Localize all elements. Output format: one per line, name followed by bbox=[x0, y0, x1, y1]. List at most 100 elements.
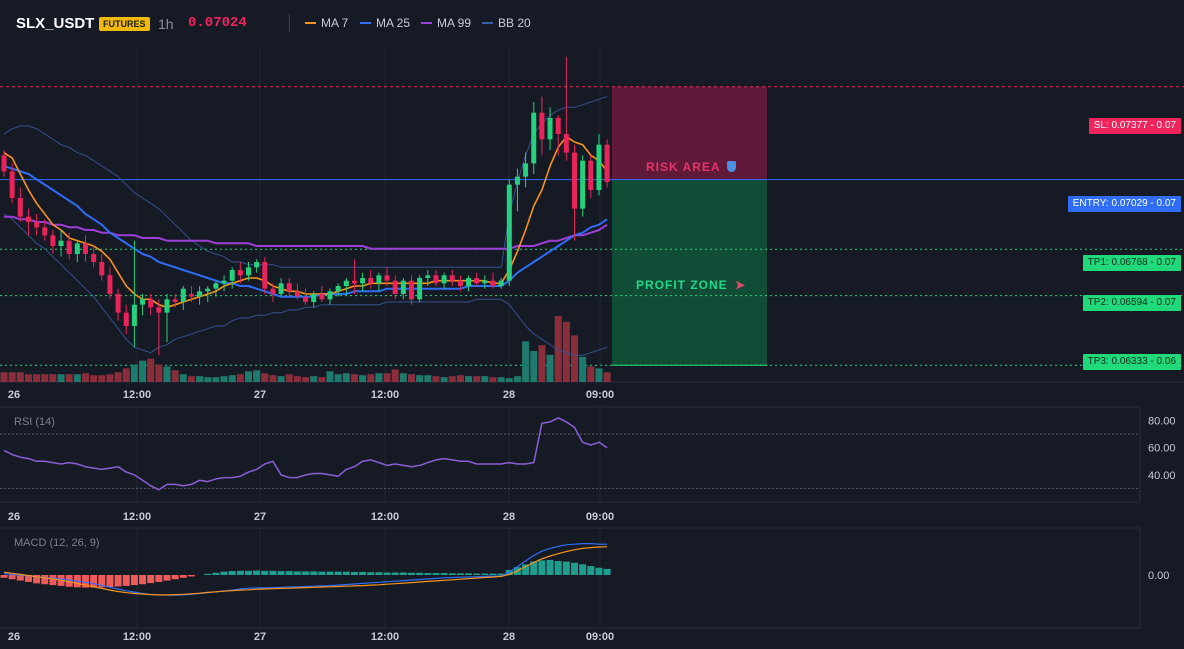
volume-bar bbox=[73, 374, 81, 382]
macd-hist-bar bbox=[359, 571, 367, 575]
volume-bar bbox=[0, 372, 8, 382]
time-axis-label: 12:00 bbox=[123, 511, 151, 523]
volume-bar bbox=[204, 377, 212, 382]
sl-price-tag[interactable]: SL: 0.07377 - 0.07 bbox=[1088, 118, 1181, 134]
macd-hist-bar bbox=[562, 561, 570, 575]
macd-hist-bar bbox=[571, 562, 578, 575]
tp2-label: TP2: 0.06594 bbox=[1087, 297, 1148, 308]
legend-ma25-label: MA 25 bbox=[376, 16, 411, 30]
volume-bar bbox=[473, 376, 481, 382]
candle-body bbox=[140, 299, 146, 305]
trade-zones bbox=[612, 86, 767, 366]
tp1-price-tag[interactable]: TP1: 0.06768 - 0.07 bbox=[1082, 255, 1181, 271]
macd-hist-bar bbox=[546, 559, 554, 575]
macd-hist-bar bbox=[367, 572, 375, 575]
macd-hist-bar bbox=[497, 573, 505, 575]
volume-bar bbox=[114, 372, 122, 382]
candle-body bbox=[303, 296, 309, 302]
macd-hist-bar bbox=[114, 575, 122, 587]
volume-bar bbox=[98, 375, 106, 382]
candle-body bbox=[246, 267, 251, 276]
time-axis-label: 09:00 bbox=[586, 631, 614, 643]
volume-bar bbox=[261, 373, 269, 382]
entry-label: ENTRY: 0.07029 bbox=[1072, 198, 1148, 209]
candle-body bbox=[368, 278, 374, 284]
legend-bb20[interactable]: BB 20 bbox=[482, 16, 531, 30]
legend-ma7[interactable]: MA 7 bbox=[305, 16, 348, 30]
tp3-price-tag[interactable]: TP3: 0.06333 - 0.06 bbox=[1082, 354, 1181, 370]
candle-body bbox=[523, 163, 529, 177]
volume-bar bbox=[367, 374, 375, 382]
candle-body bbox=[572, 152, 577, 209]
candle-body bbox=[506, 184, 512, 281]
macd-hist-bar bbox=[220, 571, 228, 575]
candle-body bbox=[9, 171, 15, 198]
macd-hist-bar bbox=[228, 571, 236, 575]
macd-hist-bar bbox=[269, 570, 277, 575]
candle-body bbox=[466, 278, 472, 286]
macd-hist-bar bbox=[90, 575, 98, 588]
candle-body bbox=[1, 155, 7, 172]
volume-bar bbox=[155, 364, 163, 382]
macd-hist-bar bbox=[416, 572, 424, 575]
sl-label: SL: 0.07377 bbox=[1093, 120, 1148, 131]
legend-ma99[interactable]: MA 99 bbox=[421, 16, 471, 30]
candle-body bbox=[17, 198, 23, 217]
candle-body bbox=[115, 294, 121, 313]
entry-price-tag[interactable]: ENTRY: 0.07029 - 0.07 bbox=[1067, 196, 1181, 212]
macd-hist-bar bbox=[41, 575, 49, 585]
volume-bar bbox=[212, 377, 220, 382]
candle-body bbox=[319, 294, 325, 300]
symbol-title[interactable]: SLX_USDT bbox=[16, 15, 95, 32]
bollinger-bands bbox=[3, 96, 608, 356]
bb-swatch-icon bbox=[482, 22, 493, 24]
candle-body bbox=[131, 304, 137, 326]
time-axis-label: 28 bbox=[503, 389, 515, 401]
last-price: 0.07024 bbox=[188, 15, 247, 31]
volume-bar bbox=[16, 372, 24, 382]
candle-body bbox=[514, 176, 520, 185]
macd-hist-bar bbox=[163, 575, 171, 581]
volume-bar bbox=[122, 368, 130, 382]
macd-hist-bar bbox=[456, 573, 464, 575]
volume-bar bbox=[571, 335, 578, 382]
candle-body bbox=[221, 280, 227, 284]
volume-bar bbox=[350, 374, 358, 382]
candle-body bbox=[107, 275, 113, 294]
volume-bar bbox=[399, 373, 407, 382]
tp2-price-tag[interactable]: TP2: 0.06594 - 0.07 bbox=[1082, 295, 1181, 311]
macd-hist-bar bbox=[399, 572, 407, 575]
volume-bar bbox=[595, 368, 603, 382]
macd-hist-bar bbox=[261, 570, 269, 575]
macd-hist-bar bbox=[24, 575, 32, 582]
candle-body bbox=[531, 112, 537, 164]
volume-bar bbox=[318, 377, 326, 382]
time-axis-label: 12:00 bbox=[371, 631, 399, 643]
tp3-axis: 0.06 bbox=[1156, 356, 1176, 367]
macd-title: MACD (12, 26, 9) bbox=[14, 537, 100, 549]
volume-bar bbox=[285, 374, 293, 382]
candle-body bbox=[490, 280, 496, 286]
volume-bar bbox=[163, 366, 171, 382]
candle-body bbox=[351, 280, 357, 284]
volume-bar bbox=[505, 378, 513, 382]
macd-hist-bar bbox=[522, 564, 530, 575]
macd-hist-bar bbox=[245, 570, 252, 575]
volume-bar bbox=[33, 374, 41, 382]
profit-zone-label: PROFIT ZONE ➤ bbox=[636, 278, 746, 292]
macd-hist-bar bbox=[424, 573, 432, 575]
macd-hist-bar bbox=[530, 561, 538, 575]
time-axis-label: 12:00 bbox=[371, 511, 399, 523]
macd-hist-bar bbox=[465, 573, 473, 575]
macd-hist-bar bbox=[489, 573, 497, 575]
rocket-icon: ➤ bbox=[735, 278, 747, 292]
volume-bar bbox=[326, 371, 334, 382]
timeframe-label[interactable]: 1h bbox=[158, 16, 174, 32]
legend-ma25[interactable]: MA 25 bbox=[360, 16, 410, 30]
macd-hist-bar bbox=[65, 575, 73, 587]
tp2-axis: 0.07 bbox=[1156, 297, 1176, 308]
candle-body bbox=[376, 275, 382, 284]
macd-hist-bar bbox=[33, 575, 41, 584]
volume-bar bbox=[456, 375, 464, 382]
